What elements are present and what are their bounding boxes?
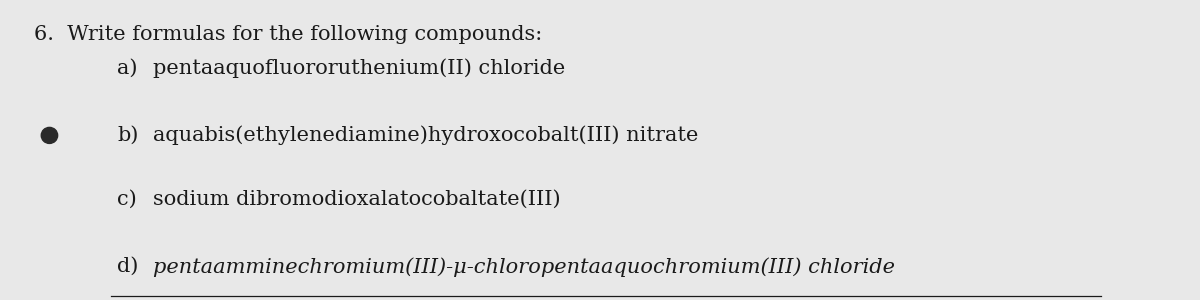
Text: d): d) <box>118 257 139 276</box>
Text: b): b) <box>118 126 139 145</box>
Text: c): c) <box>118 190 137 209</box>
Ellipse shape <box>41 128 58 143</box>
Text: pentaaquofluororuthenium(II) chloride: pentaaquofluororuthenium(II) chloride <box>154 58 565 78</box>
Text: aquabis(ethylenediamine)hydroxocobalt(III) nitrate: aquabis(ethylenediamine)hydroxocobalt(II… <box>154 126 698 145</box>
Text: a): a) <box>118 59 138 78</box>
Text: 6.  Write formulas for the following compounds:: 6. Write formulas for the following comp… <box>34 25 542 44</box>
Text: pentaamminechromium(III)-μ-chloropentaaquochromium(III) chloride: pentaamminechromium(III)-μ-chloropentaaq… <box>154 257 895 277</box>
Text: sodium dibromodioxalatocobaltate(III): sodium dibromodioxalatocobaltate(III) <box>154 190 560 209</box>
